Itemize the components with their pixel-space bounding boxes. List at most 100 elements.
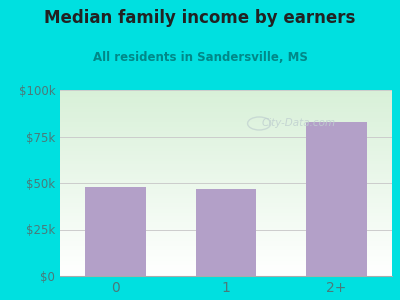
Bar <box>60 242 392 244</box>
Bar <box>60 267 392 268</box>
Text: City-Data.com: City-Data.com <box>262 118 336 128</box>
Bar <box>60 146 392 148</box>
Bar <box>306 122 367 276</box>
Bar <box>60 241 392 242</box>
Bar <box>60 230 392 231</box>
Bar <box>60 237 392 239</box>
Text: Median family income by earners: Median family income by earners <box>44 9 356 27</box>
Bar <box>60 163 392 164</box>
Bar <box>60 170 392 172</box>
Bar <box>60 270 392 272</box>
Bar <box>60 94 392 96</box>
Bar <box>60 153 392 155</box>
Bar <box>60 140 392 142</box>
Bar <box>60 187 392 189</box>
Bar <box>60 133 392 135</box>
Bar <box>60 220 392 222</box>
Bar <box>60 196 392 198</box>
Bar <box>60 222 392 224</box>
Bar <box>60 109 392 110</box>
Bar <box>60 116 392 118</box>
Bar <box>60 194 392 196</box>
Bar <box>60 207 392 209</box>
Bar <box>60 99 392 101</box>
Bar <box>60 127 392 129</box>
Bar <box>60 161 392 163</box>
Bar <box>60 164 392 166</box>
Bar <box>60 190 392 192</box>
Bar <box>60 205 392 207</box>
Text: All residents in Sandersville, MS: All residents in Sandersville, MS <box>92 51 308 64</box>
Bar <box>60 92 392 94</box>
Bar <box>60 120 392 122</box>
Bar <box>60 252 392 254</box>
Bar <box>60 149 392 152</box>
Bar <box>60 248 392 250</box>
Bar <box>60 211 392 213</box>
Bar <box>60 157 392 159</box>
Bar <box>60 213 392 214</box>
Bar <box>60 136 392 138</box>
Bar <box>60 228 392 230</box>
Bar <box>60 218 392 220</box>
Bar <box>60 112 392 114</box>
Bar <box>60 226 392 228</box>
Bar <box>60 268 392 270</box>
Bar <box>60 122 392 124</box>
Bar <box>60 155 392 157</box>
Bar <box>60 96 392 98</box>
Bar <box>60 192 392 194</box>
Bar <box>60 244 392 246</box>
Bar <box>60 129 392 131</box>
Bar <box>60 101 392 103</box>
Bar <box>60 233 392 235</box>
Bar <box>60 239 392 241</box>
Bar <box>60 152 392 153</box>
Bar <box>60 246 392 248</box>
Bar <box>60 176 392 177</box>
Bar <box>60 259 392 261</box>
Bar <box>60 181 392 183</box>
Bar <box>60 174 392 176</box>
Bar <box>60 148 392 149</box>
Bar <box>60 142 392 144</box>
Bar <box>60 166 392 168</box>
Bar <box>60 274 392 276</box>
Bar <box>60 250 392 252</box>
Bar <box>85 187 146 276</box>
Bar <box>60 105 392 107</box>
Bar <box>60 235 392 237</box>
Bar <box>60 114 392 116</box>
Bar <box>60 159 392 161</box>
Bar <box>60 179 392 181</box>
Bar <box>60 144 392 146</box>
Bar <box>196 189 256 276</box>
Bar <box>60 177 392 179</box>
Bar <box>60 103 392 105</box>
Bar <box>60 135 392 137</box>
Bar <box>60 202 392 203</box>
Bar <box>60 200 392 202</box>
Bar <box>60 189 392 190</box>
Bar <box>60 183 392 185</box>
Bar <box>60 98 392 99</box>
Bar <box>60 209 392 211</box>
Bar <box>60 198 392 200</box>
Bar <box>60 90 392 92</box>
Bar <box>60 261 392 263</box>
Bar <box>60 224 392 226</box>
Bar <box>60 118 392 120</box>
Bar <box>60 110 392 112</box>
Bar <box>60 272 392 274</box>
Bar <box>60 214 392 217</box>
Bar <box>60 256 392 257</box>
Bar <box>60 107 392 109</box>
Bar <box>60 185 392 187</box>
Bar <box>60 125 392 127</box>
Bar <box>60 203 392 205</box>
Bar <box>60 254 392 256</box>
Bar <box>60 138 392 140</box>
Bar <box>60 168 392 170</box>
Bar <box>60 124 392 125</box>
Bar <box>60 231 392 233</box>
